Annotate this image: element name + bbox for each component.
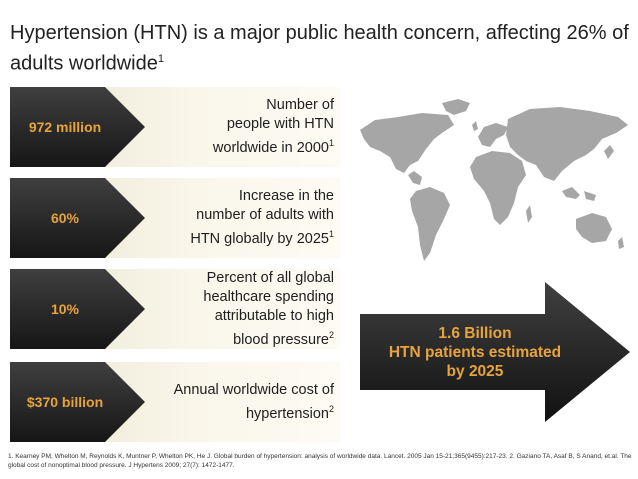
stat-line: worldwide in 20001 <box>144 134 334 158</box>
title-text: Hypertension (HTN) is a major public hea… <box>10 22 629 75</box>
stat-metric: $370 billion <box>26 394 104 410</box>
stat-description: Increase in the number of adults with HT… <box>144 178 334 258</box>
stat-metric: 60% <box>50 210 80 226</box>
world-map-icon <box>360 99 628 261</box>
stat-metric: 10% <box>50 301 80 317</box>
stat-line-text: blood pressure <box>233 331 329 348</box>
footnote: 1. Kearney PM, Whelton M, Reynolds K, Mu… <box>8 452 636 470</box>
stat-line: hypertension2 <box>144 400 334 424</box>
stat-line: healthcare spending <box>203 288 334 305</box>
footnote-line: global cost of nonoptimal blood pressure… <box>8 462 235 469</box>
stat-line-text: hypertension <box>245 405 329 422</box>
stat-row: $370 billion Annual worldwide cost of hy… <box>10 362 340 442</box>
callout-line: HTN patients estimated <box>388 343 562 361</box>
stat-line: number of adults with <box>196 207 334 224</box>
stat-ref: 1 <box>328 229 334 240</box>
stat-line: Increase in the <box>238 188 334 205</box>
callout-line: 1.6 Billion <box>438 324 512 342</box>
stat-line: blood pressure2 <box>144 326 334 350</box>
stat-row: 972 million Number of people with HTN wo… <box>10 87 340 167</box>
stat-line-text: HTN globally by 2025 <box>190 230 329 247</box>
stat-ref: 2 <box>328 329 334 340</box>
stat-row: 10% Percent of all global healthcare spe… <box>10 269 340 349</box>
stat-description: Annual worldwide cost of hypertension2 <box>144 362 334 442</box>
stat-metric: 972 million <box>28 119 102 135</box>
stat-description: Percent of all global healthcare spendin… <box>144 269 334 349</box>
callout-arrow: 1.6 Billion HTN patients estimated by 20… <box>360 282 630 422</box>
stat-line: Percent of all global <box>206 269 334 286</box>
stat-description: Number of people with HTN worldwide in 2… <box>144 87 334 167</box>
stat-line: people with HTN <box>226 116 334 133</box>
stat-ref: 1 <box>328 138 334 149</box>
stat-line: HTN globally by 20251 <box>144 225 334 249</box>
stat-line-text: worldwide in 2000 <box>212 139 329 156</box>
callout-text: 1.6 Billion HTN patients estimated by 20… <box>360 314 590 390</box>
footnote-line: 1. Kearney PM, Whelton M, Reynolds K, Mu… <box>8 453 632 460</box>
title-ref: 1 <box>157 53 164 65</box>
stat-row: 60% Increase in the number of adults wit… <box>10 178 340 258</box>
slide-title: Hypertension (HTN) is a major public hea… <box>10 20 630 77</box>
stat-line: Number of <box>266 97 334 114</box>
stat-ref: 2 <box>328 403 334 414</box>
stat-line: attributable to high <box>214 307 334 324</box>
callout-line: by 2025 <box>446 362 504 380</box>
stat-line: Annual worldwide cost of <box>173 381 334 398</box>
